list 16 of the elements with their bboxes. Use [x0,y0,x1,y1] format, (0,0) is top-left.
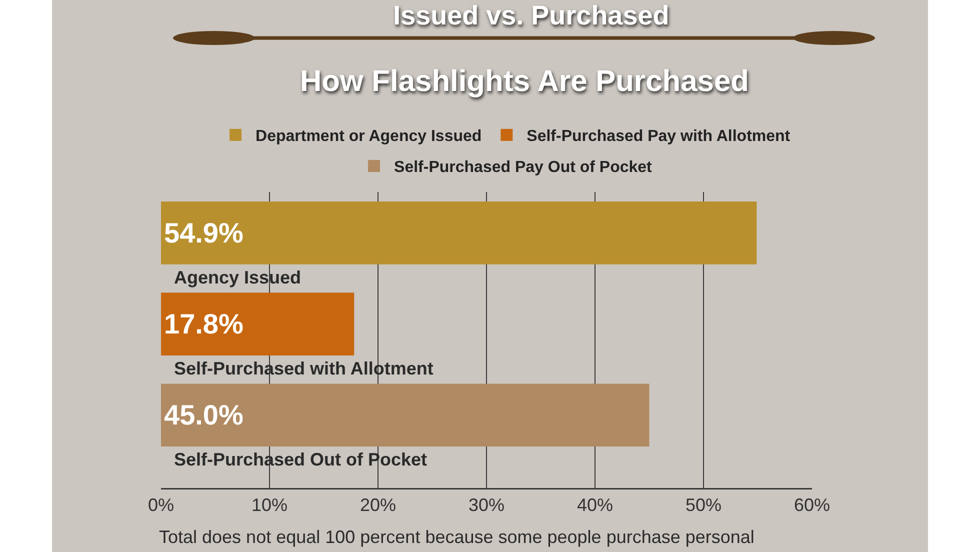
x-tick-label: 20% [360,494,396,515]
x-tick-label: 60% [794,494,830,515]
chart-title: Issued vs. Purchased [393,0,670,30]
data-label: 54.9% [164,217,244,248]
x-tick-label: 50% [685,494,722,515]
x-tick-label: 10% [251,494,288,515]
legend-label: Self-Purchased Pay with Allotment [526,128,791,146]
chart-subtitle: How Flashlights Are Purchased [300,65,749,98]
x-tick-label: 40% [576,494,614,515]
legend-label: Self-Purchased Pay Out of Pocket [394,159,653,176]
data-label: 45.0% [164,400,244,431]
legend-label: Department or Agency Issued [256,128,482,146]
data-label: 17.8% [164,308,244,340]
x-tick-label: 0% [148,494,174,515]
x-tick-label: 30% [468,494,505,515]
text: Total does not equal 100 percent because some people purchase personal [159,527,754,547]
